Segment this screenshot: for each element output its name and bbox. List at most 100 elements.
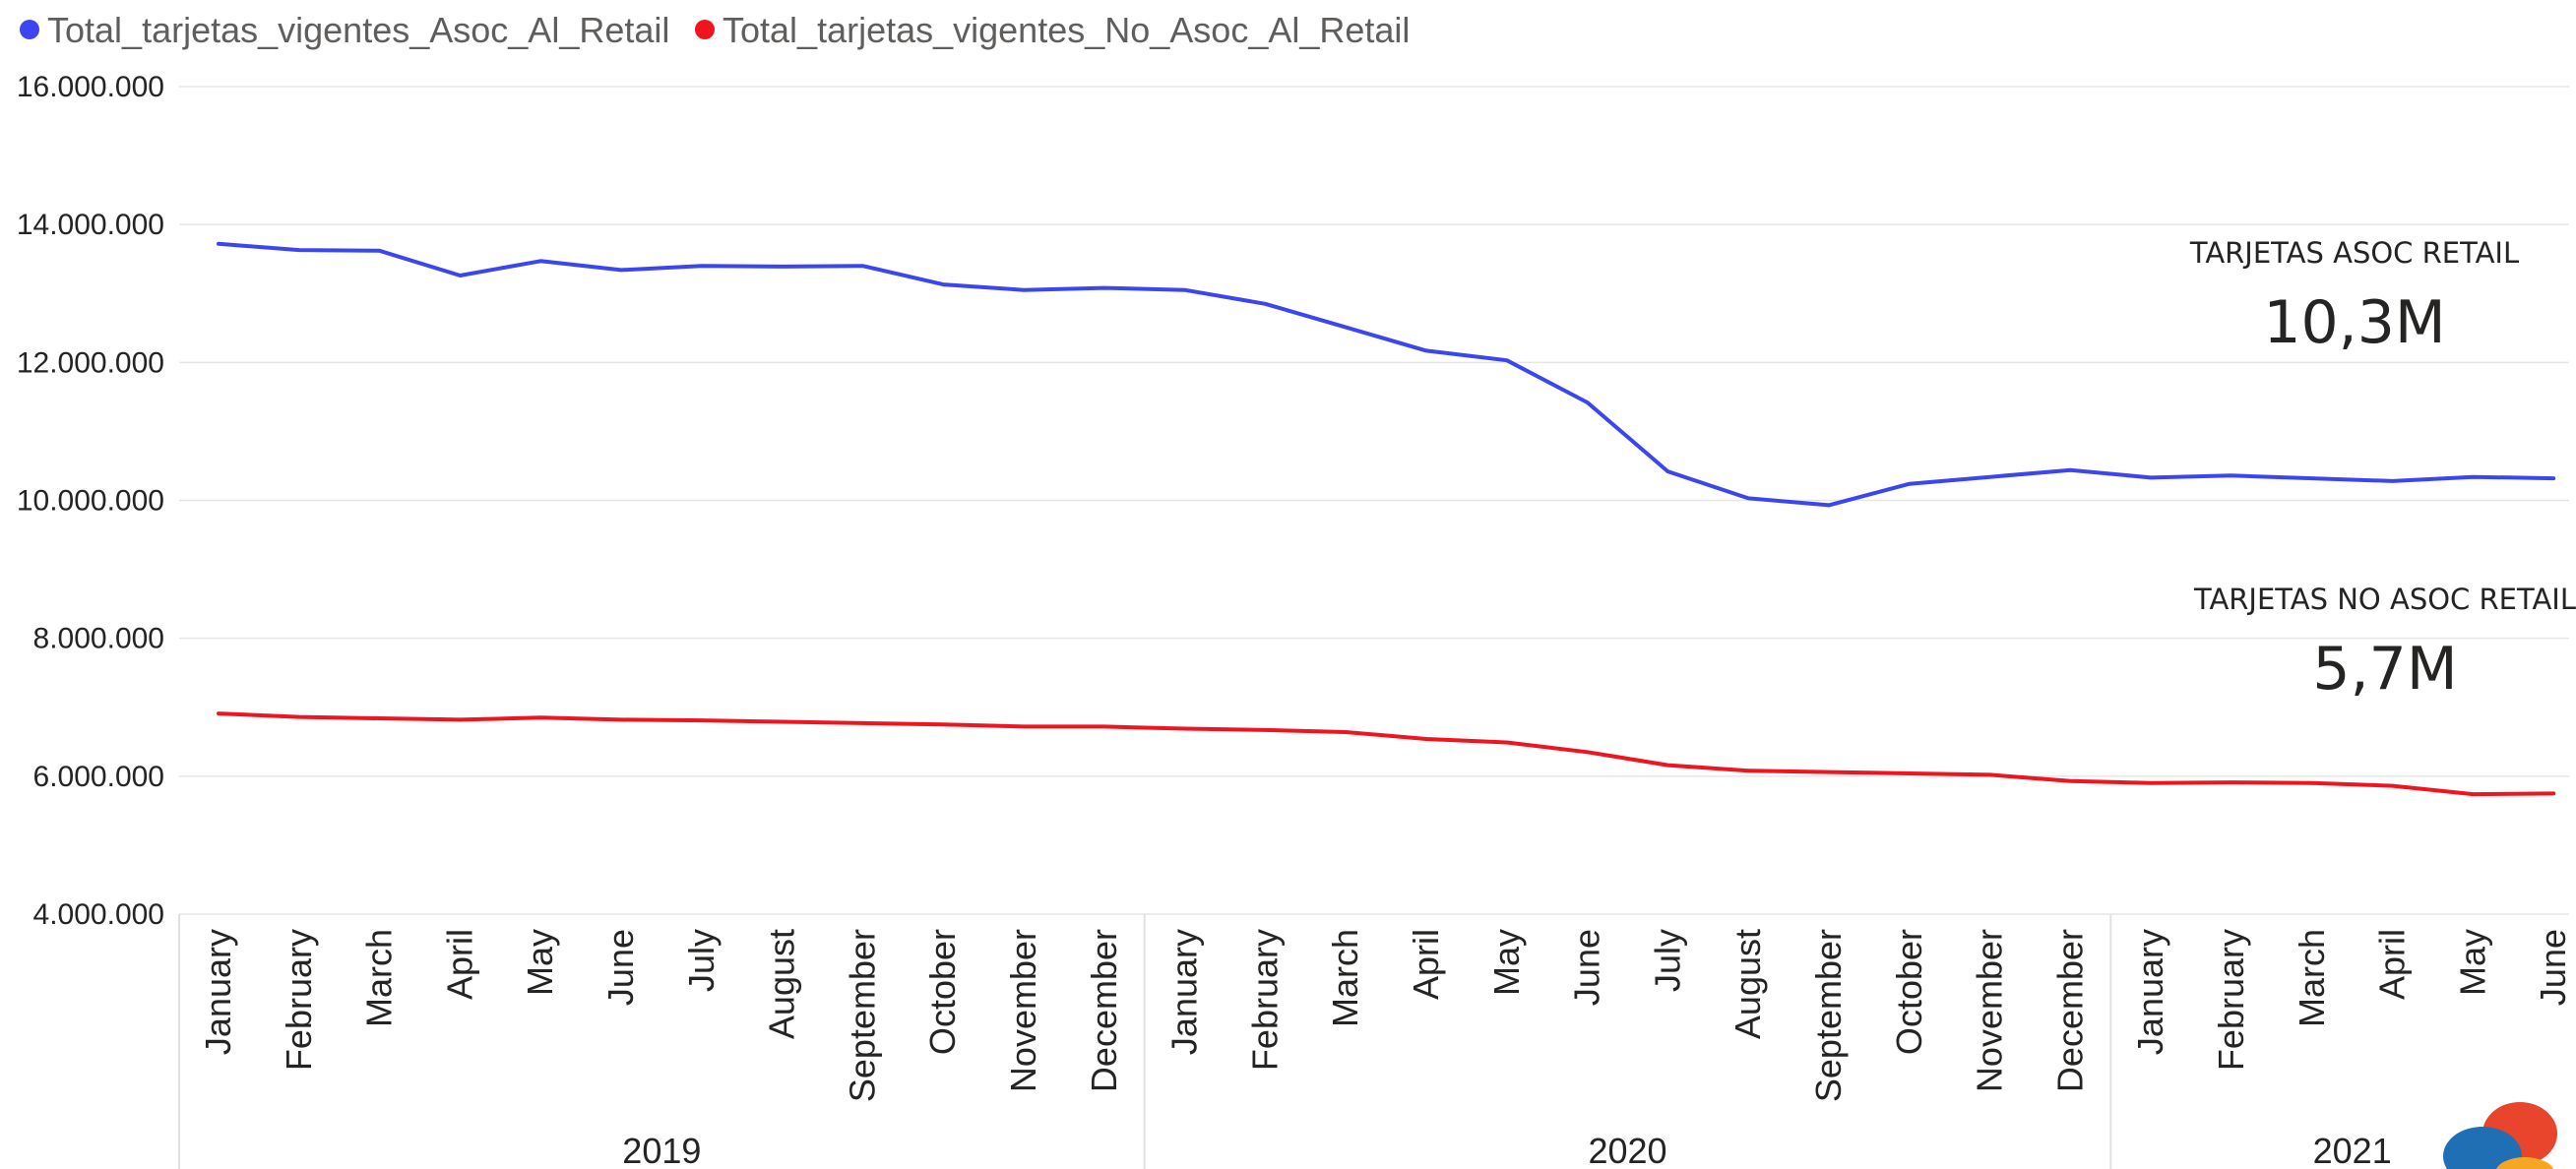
data-point: [859, 720, 865, 726]
x-group-label: 2019: [622, 1131, 701, 1169]
kpi-card-label: TARJETAS ASOC RETAIL: [2189, 236, 2519, 270]
data-point: [1504, 357, 1510, 363]
x-group-label: 2021: [2313, 1131, 2392, 1169]
data-point: [699, 717, 705, 723]
data-point: [1745, 495, 1751, 501]
series-line-asoc-retail: [217, 241, 2556, 508]
data-point: [2550, 475, 2556, 481]
data-point: [2148, 474, 2154, 480]
data-point: [1423, 736, 1429, 742]
y-tick-label: 4.000.000: [33, 898, 164, 931]
data-point: [2067, 467, 2073, 473]
data-point: [618, 267, 624, 273]
x-tick-label: September: [1808, 929, 1849, 1102]
data-point: [2067, 778, 2073, 784]
data-point: [1665, 468, 1670, 474]
x-tick-label: May: [520, 929, 560, 996]
x-tick-label: December: [1084, 929, 1124, 1092]
x-tick-label: April: [2372, 929, 2413, 1000]
y-tick-label: 8.000.000: [33, 623, 164, 655]
data-point: [1343, 325, 1349, 331]
x-tick-label: March: [359, 929, 400, 1027]
x-tick-label: March: [2292, 929, 2332, 1027]
x-tick-label: February: [279, 929, 319, 1071]
series-line-no-asoc-retail: [217, 711, 2556, 797]
y-tick-label: 10.000.000: [17, 485, 164, 518]
data-point: [618, 716, 624, 722]
data-point: [780, 264, 785, 270]
data-point: [1262, 301, 1268, 307]
x-tick-label: January: [1164, 929, 1205, 1055]
data-point: [1826, 502, 1832, 508]
data-point: [2229, 472, 2234, 478]
data-point: [1907, 481, 1913, 487]
kpi-cards: TARJETAS ASOC RETAIL 10,3M TARJETAS NO ASO…: [2189, 236, 2576, 704]
data-point: [1665, 763, 1670, 769]
kpi-card-value: 10,3M: [2263, 288, 2445, 357]
legend-marker: [695, 20, 715, 39]
y-axis: 4.000.000 6.000.000 8.000.000 10.000.000 12.…: [17, 71, 164, 931]
legend-marker: [20, 20, 39, 39]
y-tick-label: 14.000.000: [17, 209, 164, 241]
data-point: [1262, 727, 1268, 733]
kpi-card-value: 5,7M: [2312, 635, 2457, 704]
y-tick-label: 12.000.000: [17, 346, 164, 379]
x-tick-label: April: [1406, 929, 1446, 1000]
x-tick-label: June: [1567, 929, 1607, 1006]
data-point: [377, 248, 383, 254]
legend: Total_tarjetas_vigentes_Asoc_Al_Retail To…: [20, 10, 1410, 50]
data-point: [2390, 478, 2396, 484]
data-point: [1101, 723, 1107, 729]
data-point: [457, 716, 463, 722]
data-point: [940, 281, 946, 287]
data-point: [1987, 771, 1993, 777]
x-tick-label: May: [2452, 929, 2492, 996]
x-tick-label: November: [1003, 929, 1043, 1092]
x-tick-label: June: [600, 929, 641, 1006]
data-point: [699, 263, 705, 269]
data-point: [1585, 749, 1591, 755]
x-tick-label: October: [1889, 929, 1929, 1055]
data-point: [1101, 285, 1107, 291]
x-tick-label: December: [2049, 929, 2090, 1092]
data-point: [1182, 287, 1188, 293]
x-tick-label: February: [1244, 929, 1285, 1071]
x-tick-label: January: [198, 929, 238, 1055]
data-point: [2309, 780, 2315, 786]
x-group-label: 2020: [1588, 1131, 1666, 1169]
data-point: [1182, 725, 1188, 731]
legend-label: Total_tarjetas_vigentes_No_Asoc_Al_Retai…: [723, 10, 1410, 50]
data-point: [1021, 287, 1027, 293]
data-point: [1907, 770, 1913, 776]
data-point: [2390, 783, 2396, 789]
data-point: [1021, 723, 1027, 729]
legend-label: Total_tarjetas_vigentes_Asoc_Al_Retail: [47, 10, 669, 50]
data-point: [296, 247, 302, 253]
data-point: [457, 273, 463, 278]
data-point: [2470, 791, 2476, 797]
x-tick-label: July: [681, 929, 722, 992]
brand-logo: [2443, 1102, 2557, 1169]
data-point: [2550, 790, 2556, 796]
x-tick-label: August: [762, 929, 802, 1039]
data-point: [537, 258, 543, 264]
data-point: [780, 718, 785, 724]
data-point: [1987, 474, 1993, 480]
x-tick-label: November: [1970, 929, 2010, 1092]
data-point: [1585, 400, 1591, 405]
x-tick-label: June: [2533, 929, 2573, 1006]
x-tick-label: August: [1728, 929, 1768, 1039]
kpi-card-label: TARJETAS NO ASOC RETAIL: [2193, 583, 2576, 616]
x-tick-label: May: [1486, 929, 1527, 996]
data-point: [859, 263, 865, 269]
data-point: [1343, 729, 1349, 735]
x-axis: January February March April May June July Augu…: [178, 914, 2573, 1169]
data-point: [296, 714, 302, 720]
data-point: [377, 715, 383, 721]
data-point: [1826, 769, 1832, 775]
data-point: [1504, 739, 1510, 745]
data-point: [2309, 475, 2315, 481]
x-tick-label: July: [1647, 929, 1687, 992]
